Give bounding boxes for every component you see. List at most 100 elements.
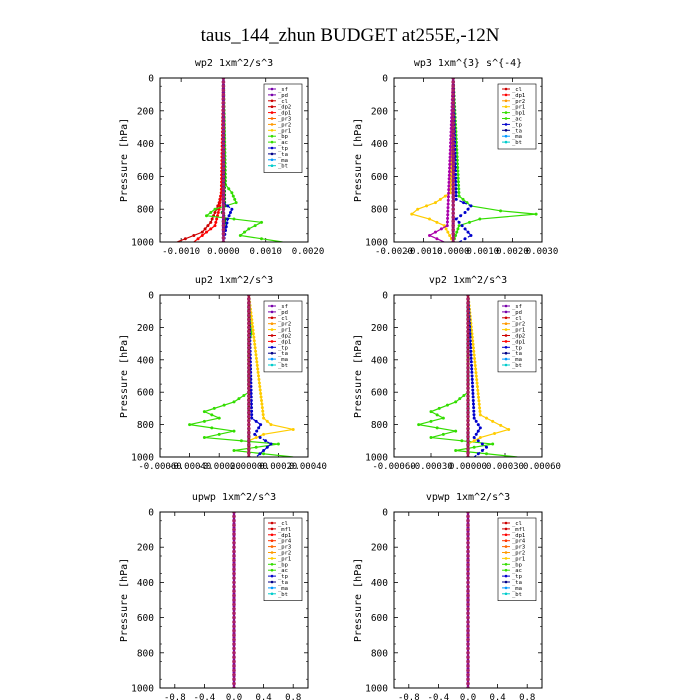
panel-wp2: wp2 1xm^2/s^3 Pressure [hPa] 0 200 400 600 800… <box>119 58 324 257</box>
zero-profile-point <box>221 88 226 93</box>
data-point <box>250 409 254 413</box>
data-point <box>429 436 433 440</box>
data-point <box>210 217 214 221</box>
y-axis-label: Pressure [hPa] <box>119 118 130 202</box>
data-point <box>457 220 461 224</box>
data-point <box>446 230 450 234</box>
zero-profile-point <box>232 659 236 664</box>
data-point <box>466 230 470 234</box>
zero-profile-point <box>247 414 251 419</box>
data-point <box>250 318 254 322</box>
data-point <box>255 429 259 433</box>
zero-profile-point <box>247 447 251 451</box>
data-point <box>447 184 451 188</box>
data-point <box>251 332 255 336</box>
data-point <box>476 423 480 427</box>
data-point <box>202 436 206 440</box>
zero-profile-point <box>247 451 251 455</box>
legend-entry: _cl <box>512 521 522 527</box>
zero-profile-point <box>232 576 236 580</box>
zero-profile-point <box>466 297 470 301</box>
data-point <box>258 436 262 440</box>
zero-profile-point <box>221 129 226 134</box>
zero-profile-point <box>466 633 470 637</box>
data-point <box>448 152 452 156</box>
data-point <box>447 191 451 195</box>
zero-profile-point <box>451 186 456 191</box>
legend-marker <box>270 87 274 91</box>
data-point <box>254 436 258 440</box>
zero-profile-point <box>466 602 470 607</box>
data-point <box>476 388 480 392</box>
zero-profile-point <box>466 366 470 370</box>
zero-profile-point <box>247 366 251 370</box>
zero-profile-point <box>466 370 470 374</box>
zero-profile-point <box>451 227 456 232</box>
data-point <box>232 400 236 404</box>
legend-entry: _pr1 <box>512 105 525 111</box>
plot-frame <box>159 511 309 689</box>
x-tick-label: 0.8 <box>519 693 535 700</box>
data-point <box>474 371 478 375</box>
legend-marker <box>504 105 508 108</box>
legend-marker <box>270 551 274 554</box>
legend-marker <box>270 357 274 361</box>
zero-profile-point <box>247 341 251 346</box>
zero-profile-point <box>247 439 251 443</box>
data-point <box>470 370 474 374</box>
data-point <box>227 214 231 218</box>
zero-profile-point <box>221 211 226 216</box>
legend-marker <box>504 357 508 361</box>
data-point <box>218 204 222 208</box>
data-point <box>254 349 258 353</box>
legend-marker <box>504 140 508 144</box>
legend-marker <box>504 539 508 542</box>
zero-profile-point <box>451 84 456 88</box>
data-point <box>458 397 462 401</box>
data-point <box>478 217 482 221</box>
legend-marker <box>270 123 274 126</box>
legend-entry: _ta <box>278 580 288 586</box>
legend-entry: _ac <box>278 568 288 574</box>
legend-entry: _pr3 <box>512 545 525 551</box>
data-point <box>264 439 268 443</box>
data-point <box>454 194 458 198</box>
zero-profile-point <box>451 207 456 211</box>
zero-profile-point <box>247 353 251 358</box>
legend-marker <box>270 152 274 156</box>
data-point <box>258 452 262 456</box>
y-tick-label: 0 <box>148 291 154 302</box>
zero-profile-point <box>451 178 456 183</box>
y-tick-label: 1000 <box>365 684 388 695</box>
legend-entry: _ac <box>512 568 522 574</box>
data-point <box>475 381 479 385</box>
legend-entry: _pr1 <box>278 556 291 562</box>
data-point <box>218 201 222 205</box>
data-point <box>448 166 452 170</box>
data-point <box>471 342 475 346</box>
zero-profile-point <box>232 554 236 558</box>
data-point <box>253 432 257 436</box>
legend-marker <box>270 340 274 343</box>
data-point <box>457 187 461 191</box>
zero-profile-point <box>232 571 236 576</box>
zero-profile-point <box>466 677 470 681</box>
x-tick-label: -0.8 <box>164 693 186 700</box>
x-tick-label: 0.4 <box>489 693 505 700</box>
data-point <box>212 406 216 410</box>
panel-upwp: upwp 1xm^2/s^3 Pressure [hPa] 0 200 400 600 80… <box>119 492 309 700</box>
data-point <box>473 364 477 368</box>
zero-profile-point <box>221 199 226 203</box>
data-point <box>205 230 209 234</box>
chart-panels: wp2 1xm^2/s^3 Pressure [hPa] 0 200 400 600 800… <box>119 58 561 700</box>
data-point <box>457 224 461 228</box>
x-tick-label: 0.0010 <box>249 247 282 257</box>
zero-profile-point <box>221 219 226 224</box>
zero-profile-point <box>466 341 470 346</box>
zero-profile-point <box>247 390 251 395</box>
y-tick-label: 600 <box>371 613 388 624</box>
zero-profile-point <box>466 321 470 326</box>
data-point <box>454 217 458 221</box>
data-point <box>472 416 476 420</box>
legend-entry: _pr4 <box>512 539 526 545</box>
